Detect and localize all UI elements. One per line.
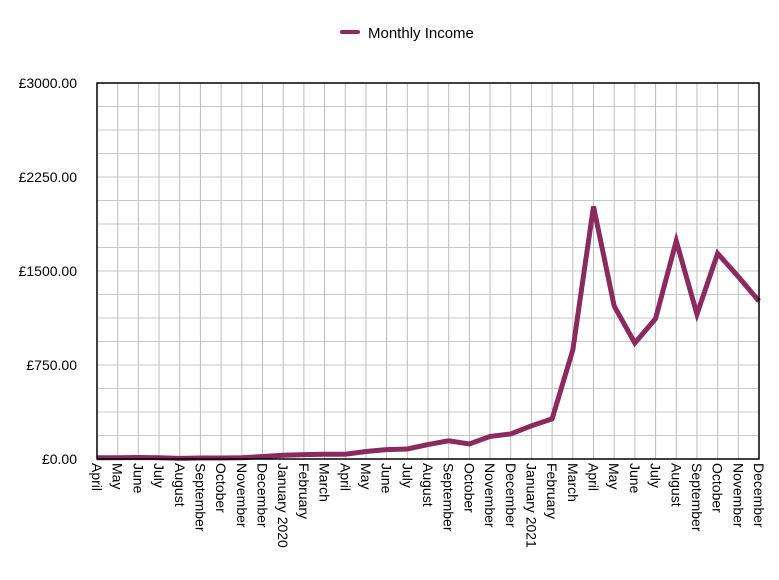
gridlines [97, 83, 759, 459]
x-tick-label: January 2020 [275, 463, 291, 548]
x-tick-label: December [751, 463, 767, 528]
x-tick-label: July [648, 463, 664, 488]
x-tick-label: November [730, 463, 746, 528]
x-tick-label: July [151, 463, 167, 488]
x-tick-label: April [337, 463, 353, 491]
x-tick-label: February [544, 463, 560, 519]
y-tick-label: £2250.00 [19, 169, 78, 185]
x-tick-label: December [255, 463, 271, 528]
x-tick-label: September [441, 463, 457, 532]
x-tick-label: August [420, 463, 436, 507]
x-tick-label: December [503, 463, 519, 528]
x-tick-label: June [627, 463, 643, 494]
x-tick-label: February [296, 463, 312, 519]
series-line-monthly-income [97, 205, 761, 461]
x-tick-label: May [110, 463, 126, 489]
y-tick-label: £3000.00 [19, 75, 78, 91]
x-axis-ticks: April May June July August September October No… [89, 463, 767, 548]
x-tick-label: October [710, 463, 726, 513]
x-tick-label: October [461, 463, 477, 513]
x-tick-label: April [89, 463, 105, 491]
x-tick-label: November [234, 463, 250, 528]
x-tick-label: August [668, 463, 684, 507]
plot-frame [96, 82, 760, 460]
series-layer [97, 205, 761, 461]
x-tick-label: November [482, 463, 498, 528]
x-tick-label: January 2021 [523, 463, 539, 548]
x-tick-label: July [399, 463, 415, 488]
x-tick-label: May [606, 463, 622, 489]
x-tick-label: March [317, 463, 333, 502]
y-tick-label: £0.00 [42, 451, 77, 467]
x-tick-label: September [689, 463, 705, 532]
x-tick-label: June [379, 463, 395, 494]
x-tick-label: September [192, 463, 208, 532]
x-tick-label: June [130, 463, 146, 494]
x-tick-label: October [213, 463, 229, 513]
legend: Monthly Income [340, 25, 474, 42]
y-tick-label: £750.00 [26, 357, 77, 373]
y-tick-label: £1500.00 [19, 263, 78, 279]
x-tick-label: August [172, 463, 188, 507]
legend-label: Monthly Income [368, 25, 474, 42]
y-axis-ticks: £0.00 £750.00 £1500.00 £2250.00 £3000.00 [19, 75, 78, 467]
x-tick-label: March [565, 463, 581, 502]
x-tick-label: May [358, 463, 374, 489]
x-tick-label: April [586, 463, 602, 491]
